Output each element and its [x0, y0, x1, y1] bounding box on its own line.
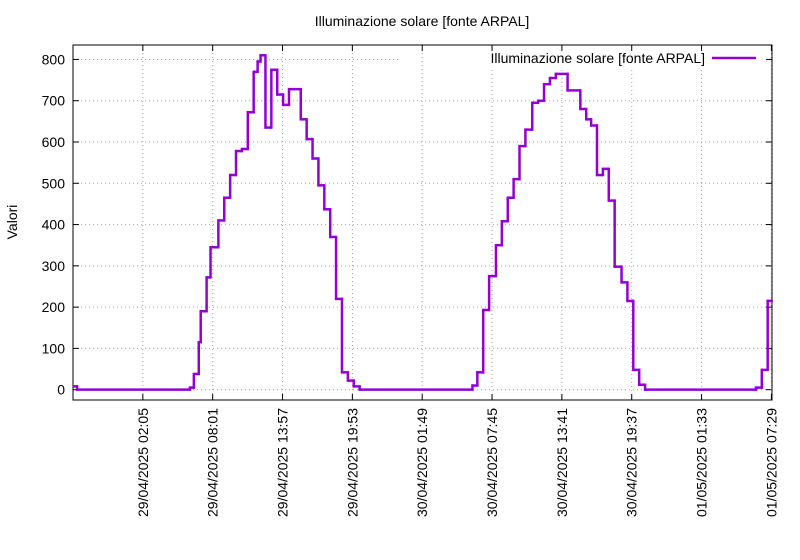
- y-tick-label: 700: [42, 93, 66, 109]
- chart-title: Illuminazione solare [fonte ARPAL]: [315, 13, 530, 29]
- x-tick-label: 30/04/2025 19:37: [624, 408, 640, 517]
- x-tick-label: 30/04/2025 01:49: [414, 408, 430, 517]
- y-tick-label: 500: [42, 175, 66, 191]
- y-tick-label: 100: [42, 340, 66, 356]
- x-tick-label: 30/04/2025 07:45: [484, 408, 500, 517]
- plot-border: [72, 44, 773, 401]
- x-tick-label: 29/04/2025 02:05: [135, 408, 151, 517]
- x-tick-label: 29/04/2025 08:01: [205, 408, 221, 517]
- y-tick-label: 300: [42, 258, 66, 274]
- x-tick-label: 30/04/2025 13:41: [554, 408, 570, 517]
- legend-label: Illuminazione solare [fonte ARPAL]: [490, 50, 705, 66]
- y-tick-label: 200: [42, 299, 66, 315]
- y-tick-label: 600: [42, 134, 66, 150]
- x-tick-label: 01/05/2025 07:29: [763, 408, 779, 517]
- x-tick-label: 29/04/2025 13:57: [275, 408, 291, 517]
- x-tick-label: 29/04/2025 19:53: [344, 408, 360, 517]
- y-tick-label: 800: [42, 51, 66, 67]
- y-axis-label: Valori: [4, 205, 20, 240]
- x-tick-label: 01/05/2025 01:33: [694, 408, 710, 517]
- y-tick-label: 400: [42, 217, 66, 233]
- y-tick-label: 0: [57, 382, 65, 398]
